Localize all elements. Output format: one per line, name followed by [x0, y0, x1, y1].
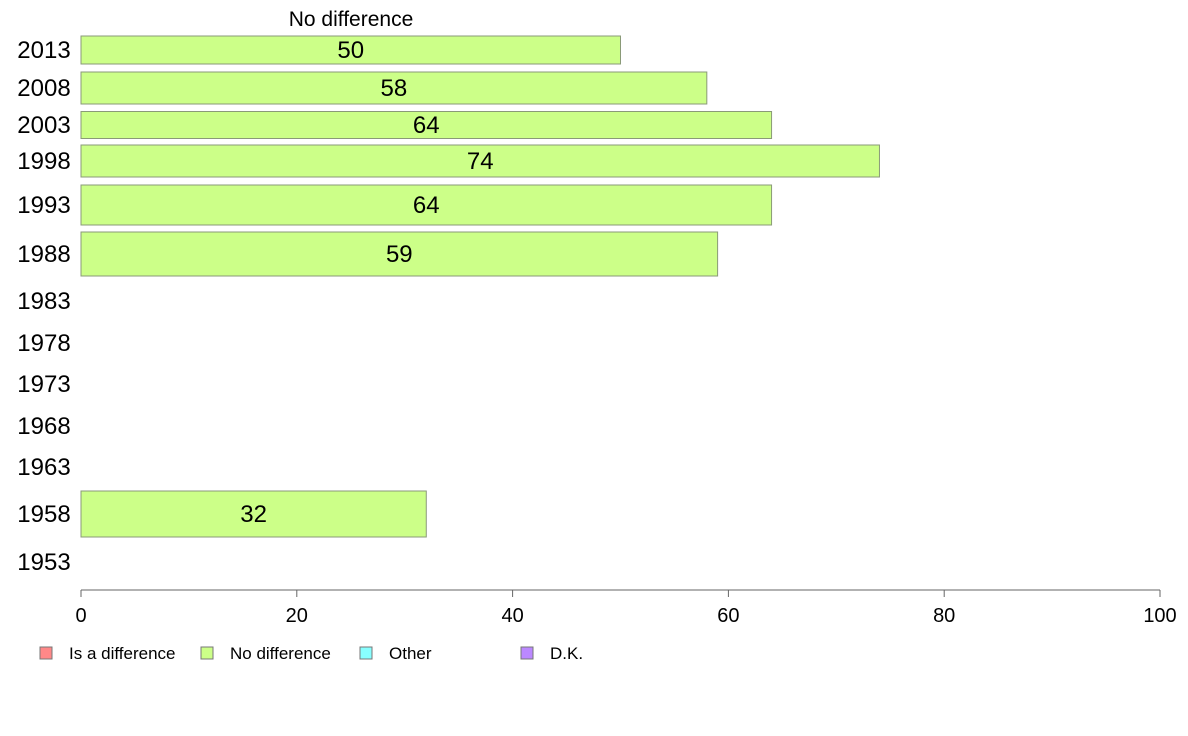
bar-value-label-1958: 32: [240, 501, 267, 528]
bar-2013: [80, 35, 621, 65]
year-label-1978: 1978: [17, 330, 70, 357]
legend-swatch-2: [359, 646, 373, 660]
legend-label-3: D.K.: [550, 644, 583, 663]
year-label-2013: 2013: [17, 37, 70, 64]
bar-1958: [80, 490, 427, 538]
x-axis: 0 20 40 60 80 100: [75, 589, 1177, 627]
year-label-1953: 1953: [17, 549, 70, 576]
bar-value-label-1988: 59: [386, 241, 413, 268]
bar-value-label-1998: 74: [467, 148, 494, 175]
x-tick-label-20: 20: [286, 605, 308, 627]
year-label-1968: 1968: [17, 413, 70, 440]
legend-label-2: Other: [389, 644, 432, 663]
x-tick-label-100: 100: [1143, 605, 1176, 627]
x-tick-label-0: 0: [75, 605, 86, 627]
year-label-1998: 1998: [17, 148, 70, 175]
year-label-1988: 1988: [17, 241, 70, 268]
bar-2008: [80, 71, 708, 105]
legend-swatch-1: [200, 646, 214, 660]
year-label-1958: 1958: [17, 501, 70, 528]
legend-label-1: No difference: [230, 644, 331, 663]
legend-label-0: Is a difference: [69, 644, 175, 663]
year-label-1963: 1963: [17, 454, 70, 481]
bar-1988: [80, 231, 719, 277]
x-tick-label-80: 80: [933, 605, 955, 627]
bar-value-label-1993: 64: [413, 192, 440, 219]
bar-1993: [80, 184, 773, 226]
legend-swatch-0: [39, 646, 53, 660]
bar-value-label-2008: 58: [381, 75, 408, 102]
bar-1998: [80, 144, 880, 178]
legend: Is a difference No difference Other D.K.: [39, 644, 583, 663]
bar-2003: [80, 111, 773, 139]
year-label-2003: 2003: [17, 112, 70, 139]
year-label-1993: 1993: [17, 192, 70, 219]
bar-value-label-2013: 50: [337, 37, 364, 64]
legend-swatch-3: [520, 646, 534, 660]
year-labels-layer: 2013 2008 2003 1998 1993 1988 1983 1978 1973 1968…: [17, 37, 70, 576]
bar-value-label-2003: 64: [413, 112, 440, 139]
year-label-2008: 2008: [17, 75, 70, 102]
year-label-1983: 1983: [17, 288, 70, 315]
x-tick-label-60: 60: [717, 605, 739, 627]
year-label-1973: 1973: [17, 371, 70, 398]
series-title: No difference: [289, 8, 414, 31]
x-tick-label-40: 40: [501, 605, 523, 627]
